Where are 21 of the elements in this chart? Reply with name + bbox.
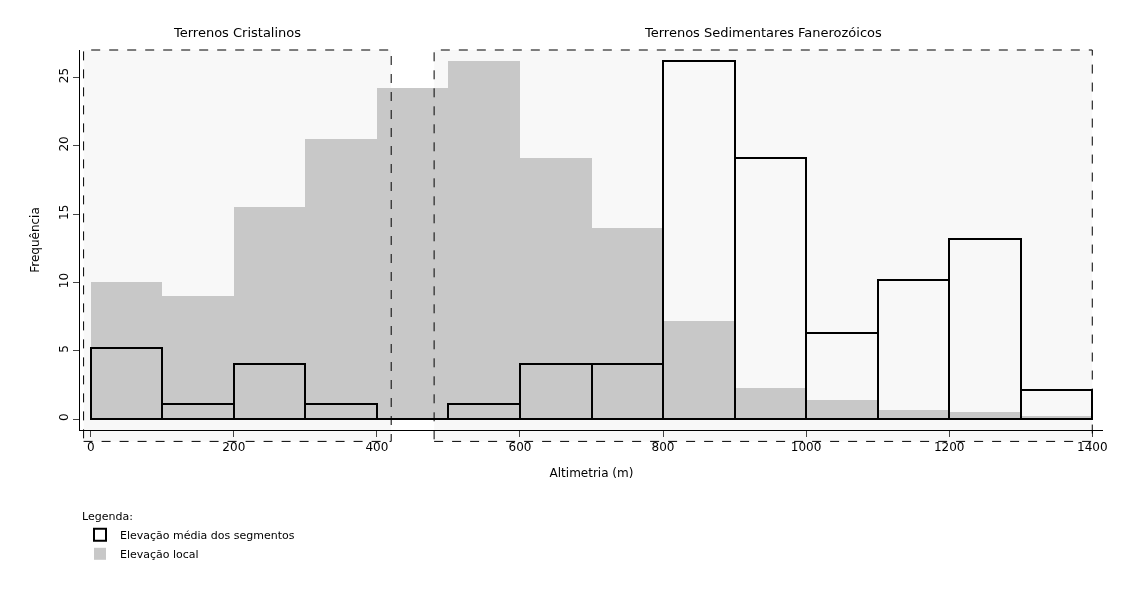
- x-tick-label: 200: [222, 440, 246, 455]
- y-tick-label: 10: [57, 272, 72, 289]
- x-tick-label: 800: [651, 440, 675, 455]
- x-tick-label: 0: [86, 440, 95, 455]
- legend-label: Elevação local: [120, 548, 199, 562]
- x-tick-label: 1200: [933, 440, 965, 455]
- x-tick-label: 400: [365, 440, 389, 455]
- x-tick-label: 1400: [1077, 440, 1108, 455]
- y-tick-label: 0: [57, 413, 72, 422]
- band-label: Terrenos Sedimentares Fanerozóicos: [644, 25, 883, 40]
- x-axis-title: Altimetria (m): [549, 466, 634, 481]
- band-label: Terrenos Cristalinos: [173, 25, 302, 40]
- y-tick-label: 5: [57, 345, 72, 353]
- y-axis-title: Frequência: [27, 207, 42, 273]
- y-tick-label: 15: [57, 204, 72, 220]
- y-tick-label: 20: [57, 136, 72, 152]
- x-tick-label: 600: [508, 440, 532, 455]
- x-tick-label: 1000: [790, 440, 822, 455]
- y-tick-label: 25: [57, 67, 72, 84]
- legend-title: Legenda:: [82, 510, 133, 524]
- legend-label: Elevação média dos segmentos: [120, 529, 295, 543]
